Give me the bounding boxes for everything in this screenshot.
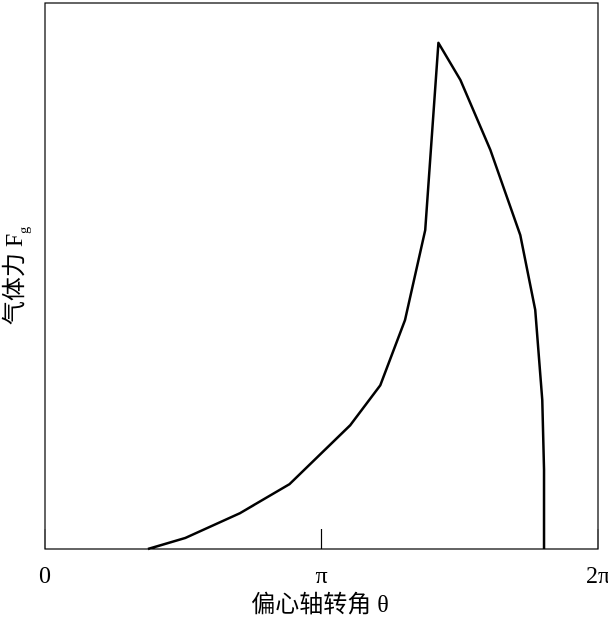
- plot-frame: [44, 2, 599, 550]
- y-axis-label: 气体力 Fg: [1, 227, 32, 325]
- y-axis-label-subscript: g: [17, 227, 32, 234]
- line: [147, 41, 546, 551]
- x-tick-label: 2π: [586, 563, 608, 589]
- x-tick-label: 0: [39, 563, 51, 589]
- x-axis-label: 偏心轴转角 θ: [251, 591, 389, 618]
- x-tick-label: π: [315, 563, 327, 589]
- y-axis-label-main: 气体力 F: [1, 234, 28, 325]
